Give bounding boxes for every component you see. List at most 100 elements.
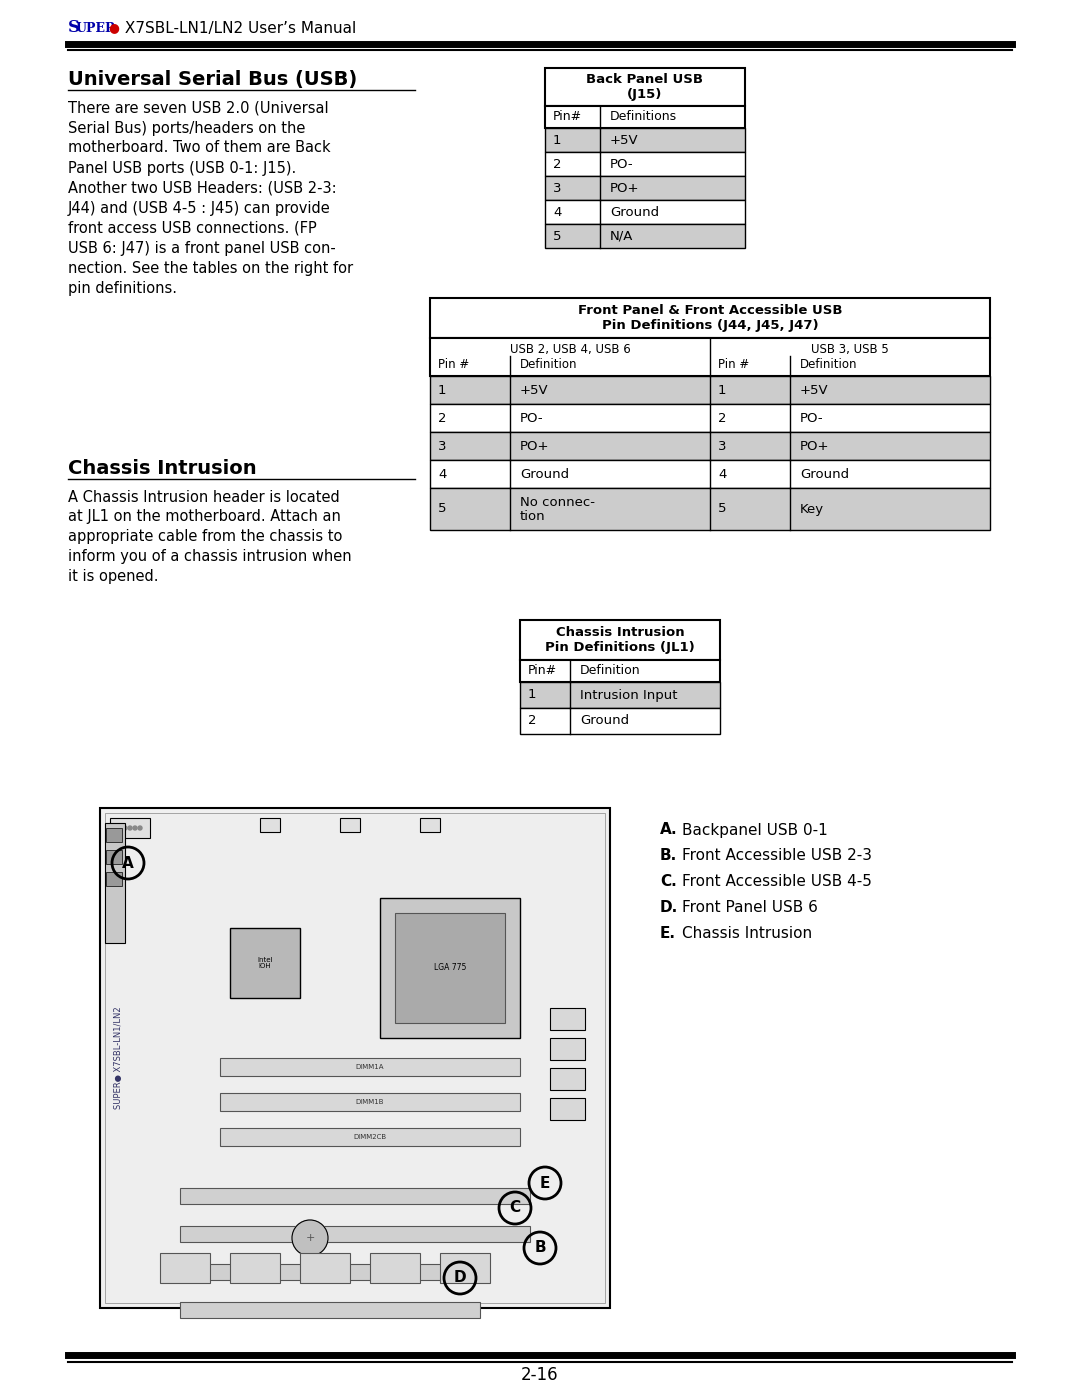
Text: Another two USB Headers: (USB 2-3:: Another two USB Headers: (USB 2-3: <box>68 180 337 196</box>
Text: 4: 4 <box>438 468 446 481</box>
Bar <box>519 659 720 682</box>
Text: LGA 775: LGA 775 <box>434 964 467 972</box>
Bar <box>430 404 990 432</box>
Text: J44) and (USB 4-5 : J45) can provide: J44) and (USB 4-5 : J45) can provide <box>68 201 330 215</box>
Text: 2: 2 <box>553 158 562 170</box>
Text: B: B <box>535 1241 545 1256</box>
Text: A Chassis Intrusion header is located: A Chassis Intrusion header is located <box>68 489 340 504</box>
Bar <box>230 928 300 997</box>
Circle shape <box>138 826 141 830</box>
Bar <box>545 200 745 224</box>
Bar <box>180 1264 480 1280</box>
Text: Serial Bus) ports/headers on the: Serial Bus) ports/headers on the <box>68 120 306 136</box>
Text: front access USB connections. (FP: front access USB connections. (FP <box>68 221 316 236</box>
Text: A.: A. <box>660 823 677 837</box>
Bar <box>545 129 745 152</box>
Text: C.: C. <box>660 875 677 890</box>
Text: Chassis Intrusion: Chassis Intrusion <box>68 458 257 478</box>
Bar <box>550 1009 585 1030</box>
Text: Key: Key <box>800 503 824 515</box>
Bar <box>440 1253 490 1282</box>
Bar <box>395 914 505 1023</box>
Circle shape <box>133 826 137 830</box>
Text: PO+: PO+ <box>519 440 550 453</box>
Text: 4: 4 <box>718 468 727 481</box>
Text: B.: B. <box>660 848 677 863</box>
Bar <box>106 872 122 886</box>
Text: UPER: UPER <box>76 21 117 35</box>
Text: 2: 2 <box>528 714 537 728</box>
Bar <box>260 819 280 833</box>
Text: 5: 5 <box>438 503 446 515</box>
Text: 1: 1 <box>718 384 727 397</box>
Bar <box>550 1067 585 1090</box>
Text: Universal Serial Bus (USB): Universal Serial Bus (USB) <box>68 70 357 89</box>
Bar <box>100 807 610 1308</box>
Bar <box>160 1253 210 1282</box>
Text: Definition: Definition <box>519 358 578 372</box>
Text: Ground: Ground <box>580 714 630 728</box>
Bar <box>220 1058 519 1076</box>
Bar <box>105 823 125 943</box>
Text: PO+: PO+ <box>800 440 829 453</box>
Bar <box>220 1127 519 1146</box>
Text: D.: D. <box>660 901 678 915</box>
Bar <box>519 620 720 659</box>
Text: N/A: N/A <box>610 229 633 243</box>
Text: 1: 1 <box>528 689 537 701</box>
Text: Ground: Ground <box>800 468 849 481</box>
Text: A: A <box>122 855 134 870</box>
Text: 5: 5 <box>718 503 727 515</box>
Bar <box>370 1253 420 1282</box>
Text: it is opened.: it is opened. <box>68 570 159 584</box>
Text: Front Accessible USB 2-3: Front Accessible USB 2-3 <box>681 848 872 863</box>
Text: pin definitions.: pin definitions. <box>68 281 177 296</box>
Text: 5: 5 <box>553 229 562 243</box>
Text: tion: tion <box>519 510 545 524</box>
Text: Definition: Definition <box>580 665 640 678</box>
Circle shape <box>118 826 122 830</box>
Bar <box>300 1253 350 1282</box>
Text: E: E <box>540 1175 550 1190</box>
Bar <box>545 68 745 106</box>
Text: Pin#: Pin# <box>528 665 557 678</box>
Text: 2-16: 2-16 <box>522 1366 558 1384</box>
Text: 3: 3 <box>438 440 446 453</box>
Text: PO-: PO- <box>519 412 543 425</box>
Bar <box>420 819 440 833</box>
Text: Front Panel USB 6: Front Panel USB 6 <box>681 901 818 915</box>
Bar <box>340 819 360 833</box>
Text: ●: ● <box>108 21 119 35</box>
Text: D: D <box>454 1270 467 1285</box>
Bar <box>220 1092 519 1111</box>
Text: Ground: Ground <box>519 468 569 481</box>
Bar <box>519 708 720 733</box>
Text: DIMM1B: DIMM1B <box>355 1099 384 1105</box>
Bar <box>430 460 990 488</box>
Bar <box>430 432 990 460</box>
Text: +: + <box>306 1234 314 1243</box>
Bar <box>545 176 745 200</box>
Bar <box>380 898 519 1038</box>
Text: motherboard. Two of them are Back: motherboard. Two of them are Back <box>68 141 330 155</box>
Text: Back Panel USB
(J15): Back Panel USB (J15) <box>586 73 703 101</box>
Text: inform you of a chassis intrusion when: inform you of a chassis intrusion when <box>68 549 352 564</box>
Text: 1: 1 <box>438 384 446 397</box>
Bar <box>430 376 990 404</box>
Bar <box>180 1227 530 1242</box>
Text: S: S <box>68 20 80 36</box>
Text: +5V: +5V <box>610 134 638 147</box>
Bar <box>545 106 745 129</box>
Text: Chassis Intrusion
Pin Definitions (JL1): Chassis Intrusion Pin Definitions (JL1) <box>545 626 694 654</box>
Circle shape <box>123 826 127 830</box>
Bar <box>430 298 990 338</box>
Bar <box>110 819 150 838</box>
Text: 2: 2 <box>438 412 446 425</box>
Bar <box>106 849 122 863</box>
Bar <box>430 488 990 529</box>
Text: Definitions: Definitions <box>610 110 677 123</box>
Bar <box>550 1038 585 1060</box>
Text: Backpanel USB 0-1: Backpanel USB 0-1 <box>681 823 827 837</box>
Text: Pin #: Pin # <box>438 358 469 372</box>
Text: at JL1 on the motherboard. Attach an: at JL1 on the motherboard. Attach an <box>68 510 341 524</box>
